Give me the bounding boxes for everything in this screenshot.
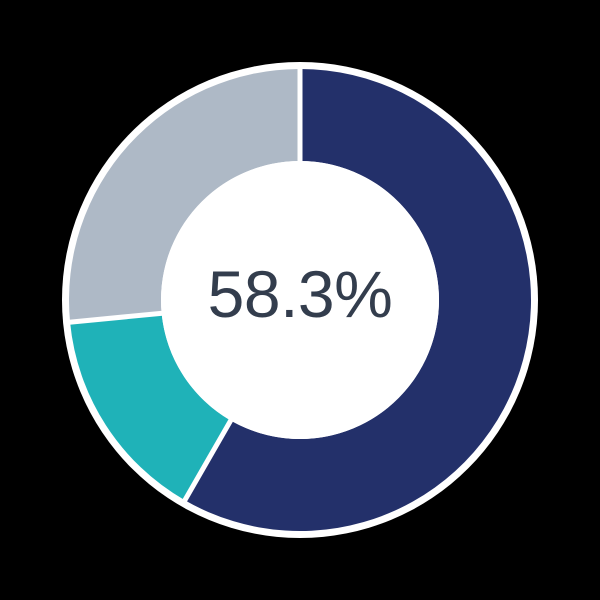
donut-slices-group: [67, 67, 531, 531]
donut-slice-3[interactable]: [69, 69, 300, 323]
center-percentage-label: 58.3%: [208, 257, 393, 331]
donut-hole: [161, 161, 439, 439]
donut-slice-1[interactable]: [184, 69, 531, 531]
slice-separator-3: [67, 310, 164, 325]
slice-separator-2: [181, 417, 234, 504]
donut-slice-2[interactable]: [70, 313, 231, 501]
